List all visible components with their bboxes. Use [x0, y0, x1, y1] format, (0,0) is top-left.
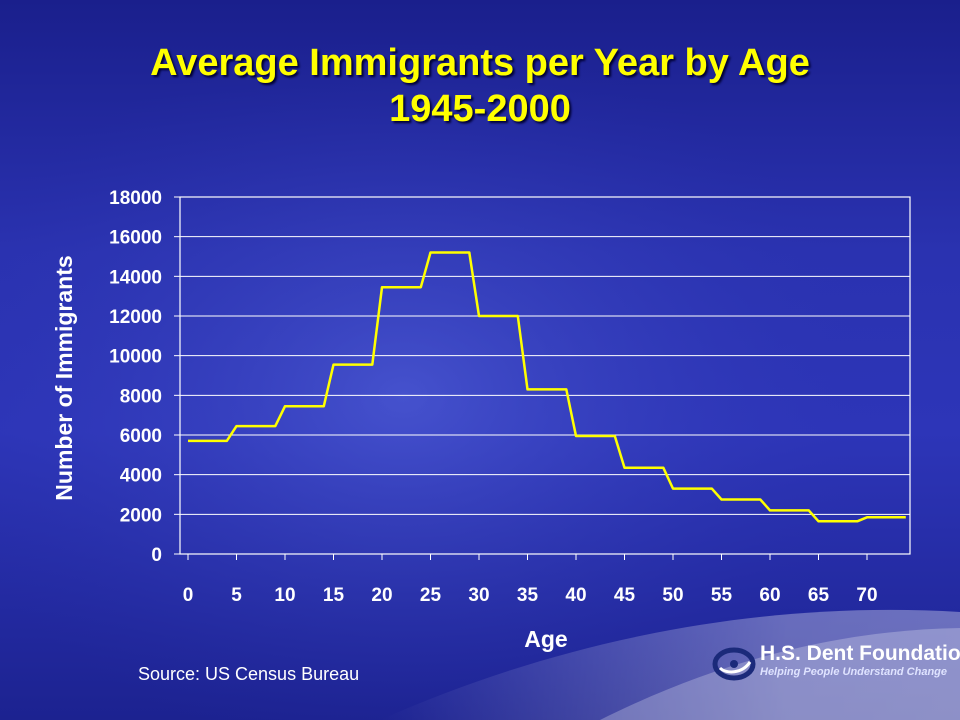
x-tick-labels: 0 5 10 15 20 25 30 35 40 45 50 55 60 65 70 [183, 585, 878, 606]
y-tick-label: 14000 [109, 267, 162, 288]
x-tick-label: 45 [614, 585, 636, 606]
series-group [188, 251, 906, 523]
x-tick-label: 10 [274, 585, 295, 606]
x-tick-label: 55 [711, 585, 733, 606]
x-tick-label: 0 [183, 585, 194, 606]
x-tick-label: 50 [662, 585, 683, 606]
y-tick-label: 4000 [120, 466, 162, 487]
source-note: Source: US Census Bureau [138, 664, 360, 684]
gridlines [174, 196, 910, 560]
x-tick-label: 60 [759, 585, 780, 606]
y-tick-label: 2000 [120, 505, 162, 526]
y-tick-label: 6000 [120, 426, 162, 447]
x-tick-label: 70 [856, 585, 877, 606]
hs-dent-logo: H.S. Dent Foundation Helping People Unde… [712, 640, 960, 686]
x-tick-label: 30 [468, 585, 489, 606]
x-tick-label: 20 [371, 585, 392, 606]
x-tick-label: 65 [808, 585, 830, 606]
y-tick-label: 12000 [109, 307, 162, 328]
x-tick-label: 5 [231, 585, 242, 606]
y-tick-label: 10000 [109, 347, 162, 368]
y-axis-label: Number of Immigrants [51, 255, 77, 500]
y-tick-labels: 0 2000 4000 6000 8000 10000 12000 14000 16000 180… [109, 188, 162, 566]
logo-name: H.S. Dent Foundation [760, 642, 960, 665]
x-tick-label: 40 [565, 585, 586, 606]
y-tick-label: 0 [151, 545, 162, 566]
title-line-2: 1945-2000 [389, 88, 571, 130]
x-tick-label: 15 [323, 585, 345, 606]
x-axis-label: Age [524, 626, 567, 652]
y-tick-label: 8000 [120, 386, 162, 407]
slide-title: Average Immigrants per Year by Age 1945-… [0, 40, 960, 132]
x-tick-label: 35 [517, 585, 539, 606]
plot-area-border [179, 196, 911, 555]
title-line-1: Average Immigrants per Year by Age [150, 42, 810, 84]
series-line-0 [188, 251, 906, 523]
swoosh-logo-icon [712, 647, 756, 681]
x-tick-label: 25 [420, 585, 442, 606]
y-tick-label: 18000 [109, 188, 162, 209]
y-tick-label: 16000 [109, 228, 162, 249]
logo-tagline: Helping People Understand Change [760, 666, 948, 678]
